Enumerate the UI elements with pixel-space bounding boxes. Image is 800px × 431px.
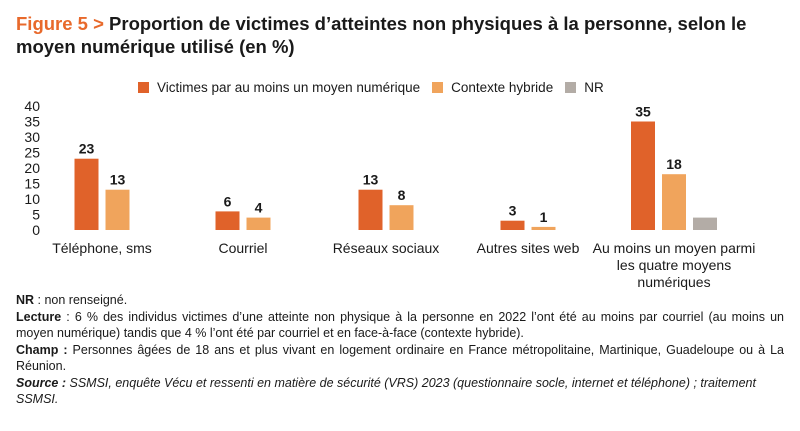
legend-swatch-series1 (138, 82, 149, 93)
note-lecture-text: : 6 % des individus victimes d’une attei… (16, 309, 784, 341)
bar-series1 (74, 158, 99, 230)
bar-data-label: 13 (363, 172, 379, 188)
figure-label: Figure 5 > (16, 13, 104, 34)
legend-label-series1: Victimes par au moins un moyen numérique (157, 80, 421, 95)
note-champ: Champ : Personnes âgées de 18 ans et plu… (16, 342, 784, 375)
bar-series1 (500, 220, 525, 230)
legend-item-series3: NR (565, 80, 604, 95)
title-text: Proportion de victimes d’atteintes non p… (16, 13, 747, 57)
legend: Victimes par au moins un moyen numérique… (138, 80, 604, 95)
legend-item-series1: Victimes par au moins un moyen numérique (138, 80, 420, 95)
x-category-label: Réseaux sociaux (333, 240, 440, 256)
y-tick-label: 5 (32, 207, 40, 223)
note-champ-label: Champ : (16, 342, 68, 357)
note-nr-label: NR (16, 293, 35, 307)
bar-data-label: 35 (635, 104, 651, 120)
bar-series1 (358, 189, 383, 230)
legend-label-series3: NR (584, 80, 604, 95)
x-category-label: Au moins un moyen parmi (593, 240, 756, 256)
x-category-label: numériques (637, 274, 710, 290)
x-category-label: Autres sites web (477, 240, 580, 256)
y-tick-label: 0 (32, 222, 40, 238)
bar-series2 (389, 205, 414, 230)
bar-series2 (246, 217, 271, 230)
bar-data-label: 4 (255, 200, 263, 216)
bar-series1 (215, 211, 240, 230)
y-tick-label: 20 (24, 160, 40, 176)
y-tick-label: 25 (24, 145, 40, 161)
x-category-label: les quatre moyens (617, 257, 731, 273)
legend-swatch-series2 (432, 82, 444, 93)
note-source: Source : SSMSI, enquête Vécu et ressenti… (16, 375, 784, 408)
note-champ-text: Personnes âgées de 18 ans et plus vivant… (16, 342, 785, 374)
bar-series2 (531, 226, 556, 230)
chart-title: Figure 5 > Proportion de victimes d’atte… (16, 12, 786, 58)
note-lecture: Lecture : 6 % des individus victimes d’u… (16, 309, 784, 342)
bar-series3 (693, 217, 717, 230)
legend-swatch-series3 (565, 82, 577, 93)
bar-data-label: 23 (79, 141, 95, 157)
y-tick-label: 15 (24, 176, 40, 192)
bar-data-label: 6 (224, 193, 232, 209)
legend-label-series2: Contexte hybride (451, 80, 554, 95)
note-nr: NR : non renseigné. (16, 292, 784, 309)
legend-item-series2: Contexte hybride (432, 80, 553, 95)
y-tick-label: 35 (24, 114, 40, 130)
y-tick-label: 10 (24, 191, 40, 207)
note-source-text: SSMSI, enquête Vécu et ressenti en matiè… (16, 375, 756, 407)
note-lecture-label: Lecture (16, 309, 62, 324)
notes-block: NR : non renseigné. Lecture : 6 % des in… (16, 292, 784, 408)
y-tick-label: 30 (24, 129, 40, 145)
x-category-label: Téléphone, sms (52, 240, 152, 256)
note-nr-text: : non renseigné. (34, 293, 128, 307)
bar-data-label: 13 (110, 172, 126, 188)
bar-series1 (631, 121, 655, 230)
x-category-label: Courriel (218, 240, 267, 256)
bar-data-label: 3 (509, 203, 517, 219)
bar-series2 (105, 189, 130, 230)
bar-data-label: 8 (398, 187, 406, 203)
bar-data-label: 1 (540, 209, 548, 225)
y-tick-label: 40 (24, 98, 40, 114)
note-source-label: Source : (16, 375, 67, 390)
bar-data-label: 18 (666, 156, 682, 172)
bar-series2 (662, 174, 686, 230)
